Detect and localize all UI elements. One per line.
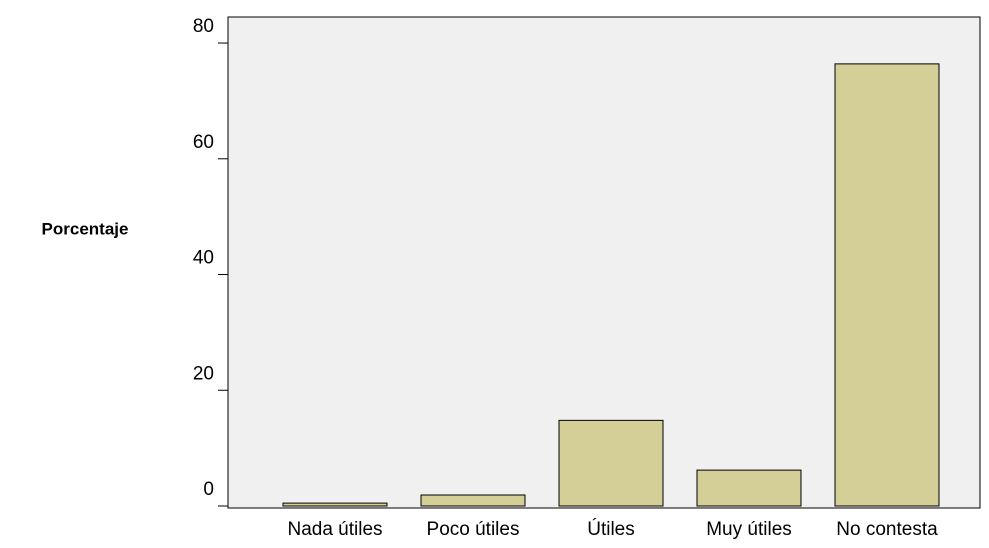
y-tick-label: 60: [193, 132, 214, 153]
y-tick-label: 80: [193, 16, 214, 37]
x-tick-label: Muy útiles: [706, 519, 792, 540]
bar: [282, 502, 388, 507]
x-tick-label: Útiles: [587, 518, 635, 540]
bar: [420, 494, 526, 507]
x-tick-label: No contesta: [836, 519, 938, 540]
x-tick-label: Poco útiles: [427, 519, 520, 540]
y-tick-label: 40: [193, 248, 214, 269]
x-tick-label: Nada útiles: [287, 519, 382, 540]
bar: [558, 419, 664, 507]
y-tick-label: 0: [203, 479, 214, 500]
bar: [696, 469, 802, 507]
bar: [834, 63, 940, 507]
y-axis-label: Porcentaje: [42, 219, 129, 238]
y-tick-label: 20: [193, 363, 214, 384]
